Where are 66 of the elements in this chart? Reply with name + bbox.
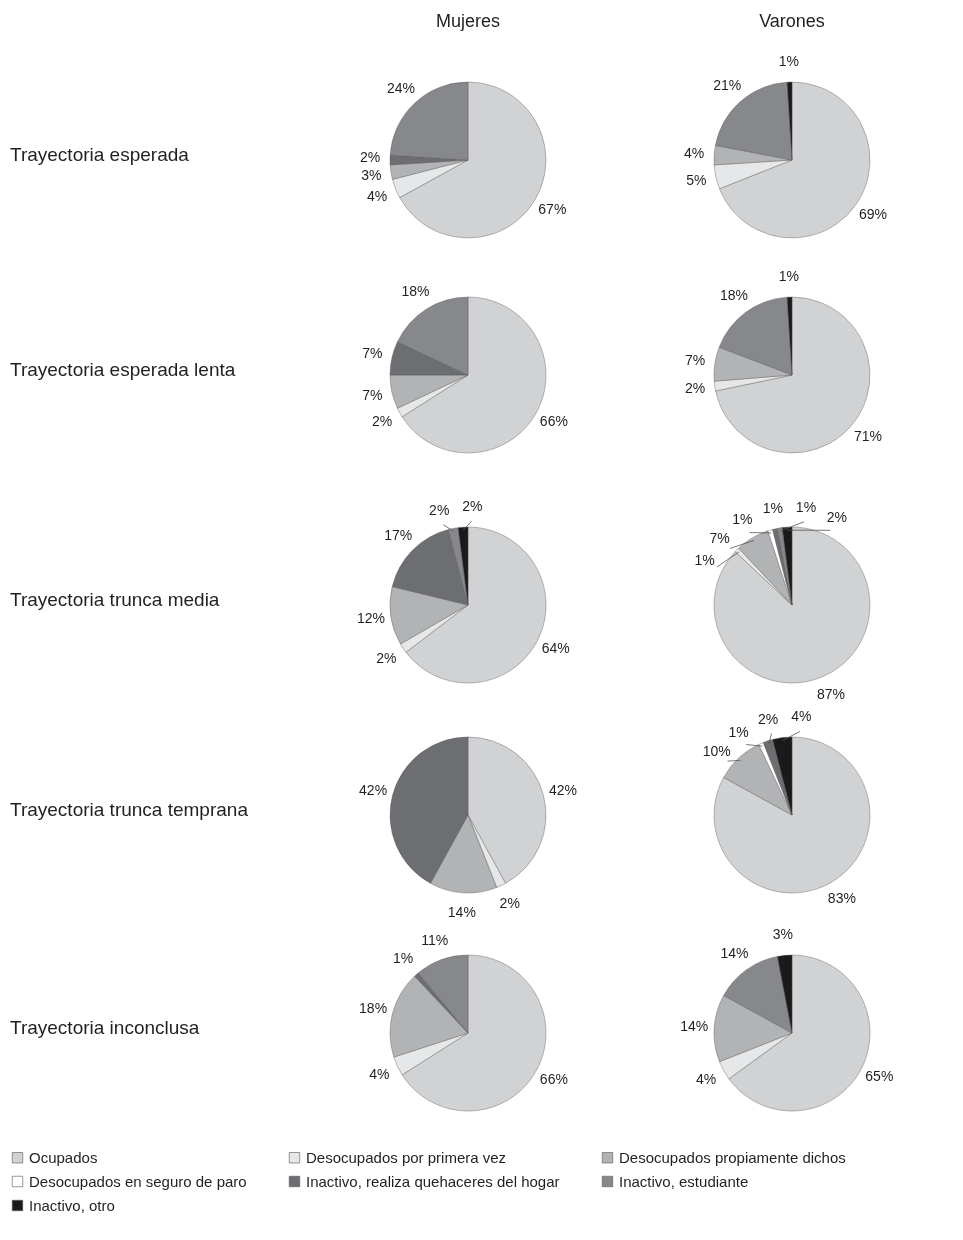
data-label: 14%	[680, 1017, 709, 1034]
data-label: 4%	[684, 144, 705, 161]
data-label: 7%	[362, 344, 383, 361]
data-label: 14%	[720, 944, 749, 961]
data-label: 2%	[462, 498, 483, 515]
data-label: 18%	[359, 999, 388, 1016]
data-label: 42%	[359, 781, 388, 798]
data-label: 4%	[367, 187, 388, 204]
legend-label: Desocupados propiamente dichos	[619, 1148, 846, 1166]
data-label: 1%	[732, 511, 753, 528]
data-label: 4%	[696, 1071, 717, 1088]
data-label: 66%	[539, 413, 568, 430]
data-label: 2%	[684, 379, 706, 396]
text: Trayectoria trunca media	[10, 589, 220, 610]
data-label: 11%	[421, 931, 449, 948]
data-label: 1%	[762, 499, 783, 516]
legend-label: Ocupados	[29, 1148, 98, 1166]
data-label: 7%	[362, 387, 383, 404]
data-label: 4%	[369, 1065, 390, 1082]
data-label: 1%	[728, 723, 749, 740]
data-label: 12%	[356, 609, 386, 626]
data-label: 1%	[778, 268, 800, 285]
data-label: 2%	[376, 650, 397, 667]
legend-label: Desocupados por primera vez	[306, 1148, 507, 1166]
data-label: 24%	[386, 79, 415, 96]
chart-title: Mujeres	[435, 11, 501, 31]
data-label: 2%	[429, 502, 450, 519]
legend-label: Desocupados en seguro de paro	[29, 1172, 247, 1190]
data-label: 42%	[548, 781, 577, 798]
data-label: 18%	[719, 287, 748, 304]
data-label: 1%	[694, 551, 715, 568]
data-label: 7%	[684, 352, 706, 369]
legend-label: Inactivo, otro	[29, 1196, 115, 1214]
data-label: 2%	[826, 508, 847, 525]
data-label: 1%	[393, 950, 414, 967]
data-label: 5%	[686, 172, 707, 189]
data-label: 66%	[539, 1071, 568, 1088]
data-label: 21%	[713, 77, 742, 94]
data-label: 2%	[372, 413, 393, 430]
data-label: 3%	[361, 167, 382, 184]
data-label: 17%	[384, 527, 413, 544]
data-label: 18%	[401, 283, 430, 300]
data-label: 1%	[795, 499, 817, 515]
data-label: 2%	[758, 710, 779, 727]
data-label: 64%	[541, 639, 570, 656]
data-label: 83%	[827, 890, 856, 907]
data-label: 7%	[709, 530, 730, 547]
chart-title: Varones	[759, 11, 825, 31]
data-label: 67%	[538, 200, 567, 217]
data-label: 71%	[854, 427, 883, 444]
text: Trayectoria trunca temprana	[10, 799, 249, 820]
text: Trayectoria inconclusa	[10, 1017, 200, 1038]
data-label: 1%	[778, 53, 800, 70]
data-label: 2%	[499, 894, 520, 911]
data-label: 14%	[447, 903, 476, 920]
legend-label: Inactivo, realiza quehaceres del hogar	[306, 1172, 560, 1190]
data-label: 2%	[359, 149, 381, 166]
data-label: 87%	[816, 685, 845, 702]
legend-label: Inactivo, estudiante	[619, 1172, 749, 1190]
data-label: 3%	[772, 926, 793, 943]
data-label: 4%	[791, 708, 812, 725]
data-label: 10%	[702, 743, 731, 760]
text: Trayectoria esperada lenta	[10, 359, 236, 380]
data-label: 69%	[859, 206, 888, 223]
text: Trayectoria esperada	[10, 144, 190, 165]
data-label: 65%	[865, 1068, 894, 1085]
